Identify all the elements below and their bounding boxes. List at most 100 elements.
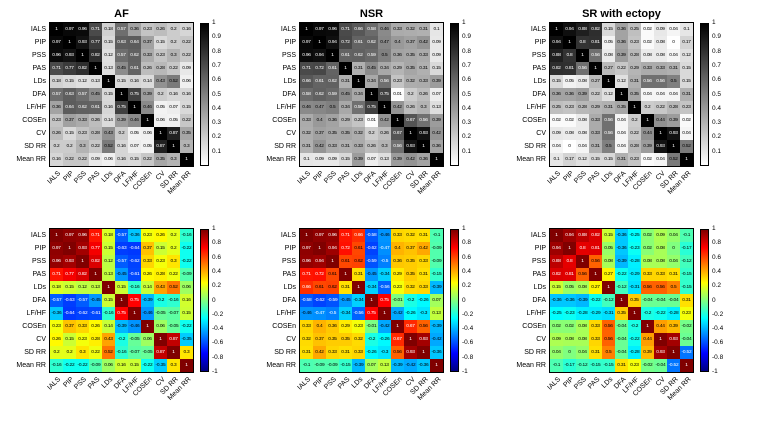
matrix-cell: 0.06 <box>180 75 193 88</box>
y-axis-label: PSS <box>281 52 296 59</box>
matrix-cell: 0.3 <box>417 101 430 114</box>
matrix-cell: 0.93 <box>404 140 417 153</box>
matrix-cell: 0.4 <box>391 36 404 49</box>
matrix-cell: 0.26 <box>365 140 378 153</box>
matrix-cell: 0.23 <box>50 320 63 333</box>
matrix-cell: 0.3 <box>167 153 180 166</box>
y-axis-label: IALS <box>530 26 546 33</box>
matrix-cell: 1 <box>300 23 313 36</box>
y-axis-label: COSEn <box>22 323 46 330</box>
matrix-cell: 0.04 <box>576 140 589 153</box>
matrix-cell: 0.82 <box>550 62 563 75</box>
colorbar-tick-label: 0.6 <box>212 75 222 83</box>
heatmap-body: IALS PIP PSS PAS LDs DFA LF/HF COSEn CV SD RR Mean… <box>512 19 760 208</box>
matrix-cell: 0.26 <box>404 101 417 114</box>
matrix-cell: -0.61 <box>89 307 102 320</box>
matrix-cell: 0.29 <box>391 62 404 75</box>
y-axis-label: LDs <box>33 284 46 291</box>
matrix-cell: 0.82 <box>550 268 563 281</box>
matrix-cell: 0.75 <box>128 294 141 307</box>
matrix-cell: 0.97 <box>63 229 76 242</box>
correlation-matrix: 1 0.97 0.96 0.71 0.18 -0.57 -0.36 0.23 0.26 0.2 -0… <box>49 228 194 373</box>
matrix-cell: -0.16 <box>128 281 141 294</box>
matrix-cell: 0.37 <box>404 242 417 255</box>
matrix-cell: 1 <box>391 114 404 127</box>
matrix-cell: -0.46 <box>300 307 313 320</box>
matrix-cell: 0.56 <box>589 255 602 268</box>
matrix-cell: 0.15 <box>680 62 693 75</box>
matrix-cell: 1 <box>141 114 154 127</box>
matrix-cell: 0.3 <box>167 359 180 372</box>
matrix-cell: -0.05 <box>167 320 180 333</box>
matrix-cell: 0.61 <box>128 62 141 75</box>
colorbar-tick-label: 0.3 <box>462 118 472 126</box>
y-axis-label: SD RR <box>274 143 296 150</box>
matrix-cell: 0.61 <box>326 62 339 75</box>
matrix-cell: 1 <box>680 359 693 372</box>
matrix-cell: 0.82 <box>589 23 602 36</box>
matrix-cell: 0.31 <box>417 268 430 281</box>
colorbar-tick-label: 0.1 <box>462 147 472 155</box>
colorbar-tick-label: 0.5 <box>462 90 472 98</box>
matrix-cell: 0.71 <box>50 268 63 281</box>
matrix-cell: 0.05 <box>563 75 576 88</box>
matrix-cell: 0.04 <box>667 88 680 101</box>
matrix-cell: 0.22 <box>180 36 193 49</box>
matrix-cell: 0.67 <box>404 320 417 333</box>
matrix-cell: -0.1 <box>430 229 443 242</box>
matrix-cell: 0.97 <box>50 36 63 49</box>
y-axis-labels: IALS PIP PSS PAS LDs DFA LF/HF COSEn CV SD RR Mean… <box>512 22 549 166</box>
matrix-cell: 0.26 <box>50 333 63 346</box>
y-axis-label: SD RR <box>524 143 546 150</box>
matrix-cell: 0.57 <box>76 88 89 101</box>
matrix-cell: -0.35 <box>180 333 193 346</box>
matrix-cell: 0.82 <box>589 229 602 242</box>
matrix-cell: 0.22 <box>89 346 102 359</box>
matrix-cell: -0.36 <box>430 346 443 359</box>
matrix-column: 1 0.94 0.88 0.82 0.15 -0.36 -0.25 0.02 0.09 0.04-… <box>547 228 694 414</box>
matrix-cell: 0.22 <box>615 62 628 75</box>
colorbar: 1 0.8 0.6 0.4 0.2 0 -0.2 -0.4 -0.6 -0.8 -1 <box>450 225 482 374</box>
matrix-cell: 1 <box>667 140 680 153</box>
matrix-cell: 0.33 <box>391 23 404 36</box>
colorbar-tick-labels: 1 0.8 0.6 0.4 0.2 0 -0.2 -0.4 -0.6 -0.8 -1 <box>212 225 232 374</box>
matrix-cell: 0.15 <box>128 359 141 372</box>
matrix-cell: 0.12 <box>102 255 115 268</box>
colorbar-tick-label: 0.6 <box>712 75 722 83</box>
x-axis-label: PSS <box>73 376 89 391</box>
y-axis-label: COSEn <box>522 323 546 330</box>
y-axis-label: DFA <box>532 91 546 98</box>
matrix-cell: 0.15 <box>115 281 128 294</box>
x-axis-label: LDs <box>600 376 615 390</box>
matrix-cell: 0.72 <box>339 242 352 255</box>
matrix-cell: 0.97 <box>313 229 326 242</box>
matrix-cell: 0.72 <box>313 62 326 75</box>
matrix-cell: -0.3 <box>378 346 391 359</box>
matrix-cell: 1 <box>89 62 102 75</box>
matrix-cell: 0.26 <box>378 127 391 140</box>
matrix-cell: 0.29 <box>339 114 352 127</box>
matrix-cell: 1 <box>365 294 378 307</box>
matrix-cell: 0.32 <box>404 75 417 88</box>
matrix-cell: 0.72 <box>339 36 352 49</box>
y-axis-label: DFA <box>32 91 46 98</box>
matrix-cell: 0.62 <box>326 75 339 88</box>
matrix-cell: 0.56 <box>654 281 667 294</box>
matrix-cell: -0.63 <box>63 294 76 307</box>
matrix-cell: 0.39 <box>391 153 404 166</box>
matrix-cell: 0.71 <box>300 268 313 281</box>
matrix-cell: 0.94 <box>313 255 326 268</box>
matrix-cell: 1 <box>352 75 365 88</box>
matrix-cell: 0.66 <box>352 23 365 36</box>
matrix-cell: 0.34 <box>352 88 365 101</box>
matrix-cell: -0.15 <box>602 359 615 372</box>
matrix-cell: 0.35 <box>628 294 641 307</box>
x-axis-label: PAS <box>586 170 602 185</box>
matrix-cell: 0.52 <box>102 346 115 359</box>
colorbar-tick-label: -0.2 <box>212 310 224 318</box>
matrix-cell: 0.93 <box>76 36 89 49</box>
colorbar-tick-label: 0 <box>212 296 216 304</box>
matrix-cell: 0.93 <box>654 140 667 153</box>
matrix-cell: 0.3 <box>76 140 89 153</box>
matrix-cell: 0.94 <box>326 242 339 255</box>
